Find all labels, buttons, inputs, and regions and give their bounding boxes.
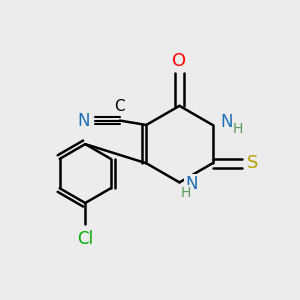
Text: H: H [232,122,243,136]
Text: S: S [247,154,259,172]
Text: Cl: Cl [77,230,93,247]
Text: N: N [220,113,233,131]
Text: O: O [172,52,187,70]
Text: N: N [77,112,89,130]
Text: C: C [114,99,124,114]
Text: H: H [181,186,191,200]
Text: N: N [185,175,198,193]
